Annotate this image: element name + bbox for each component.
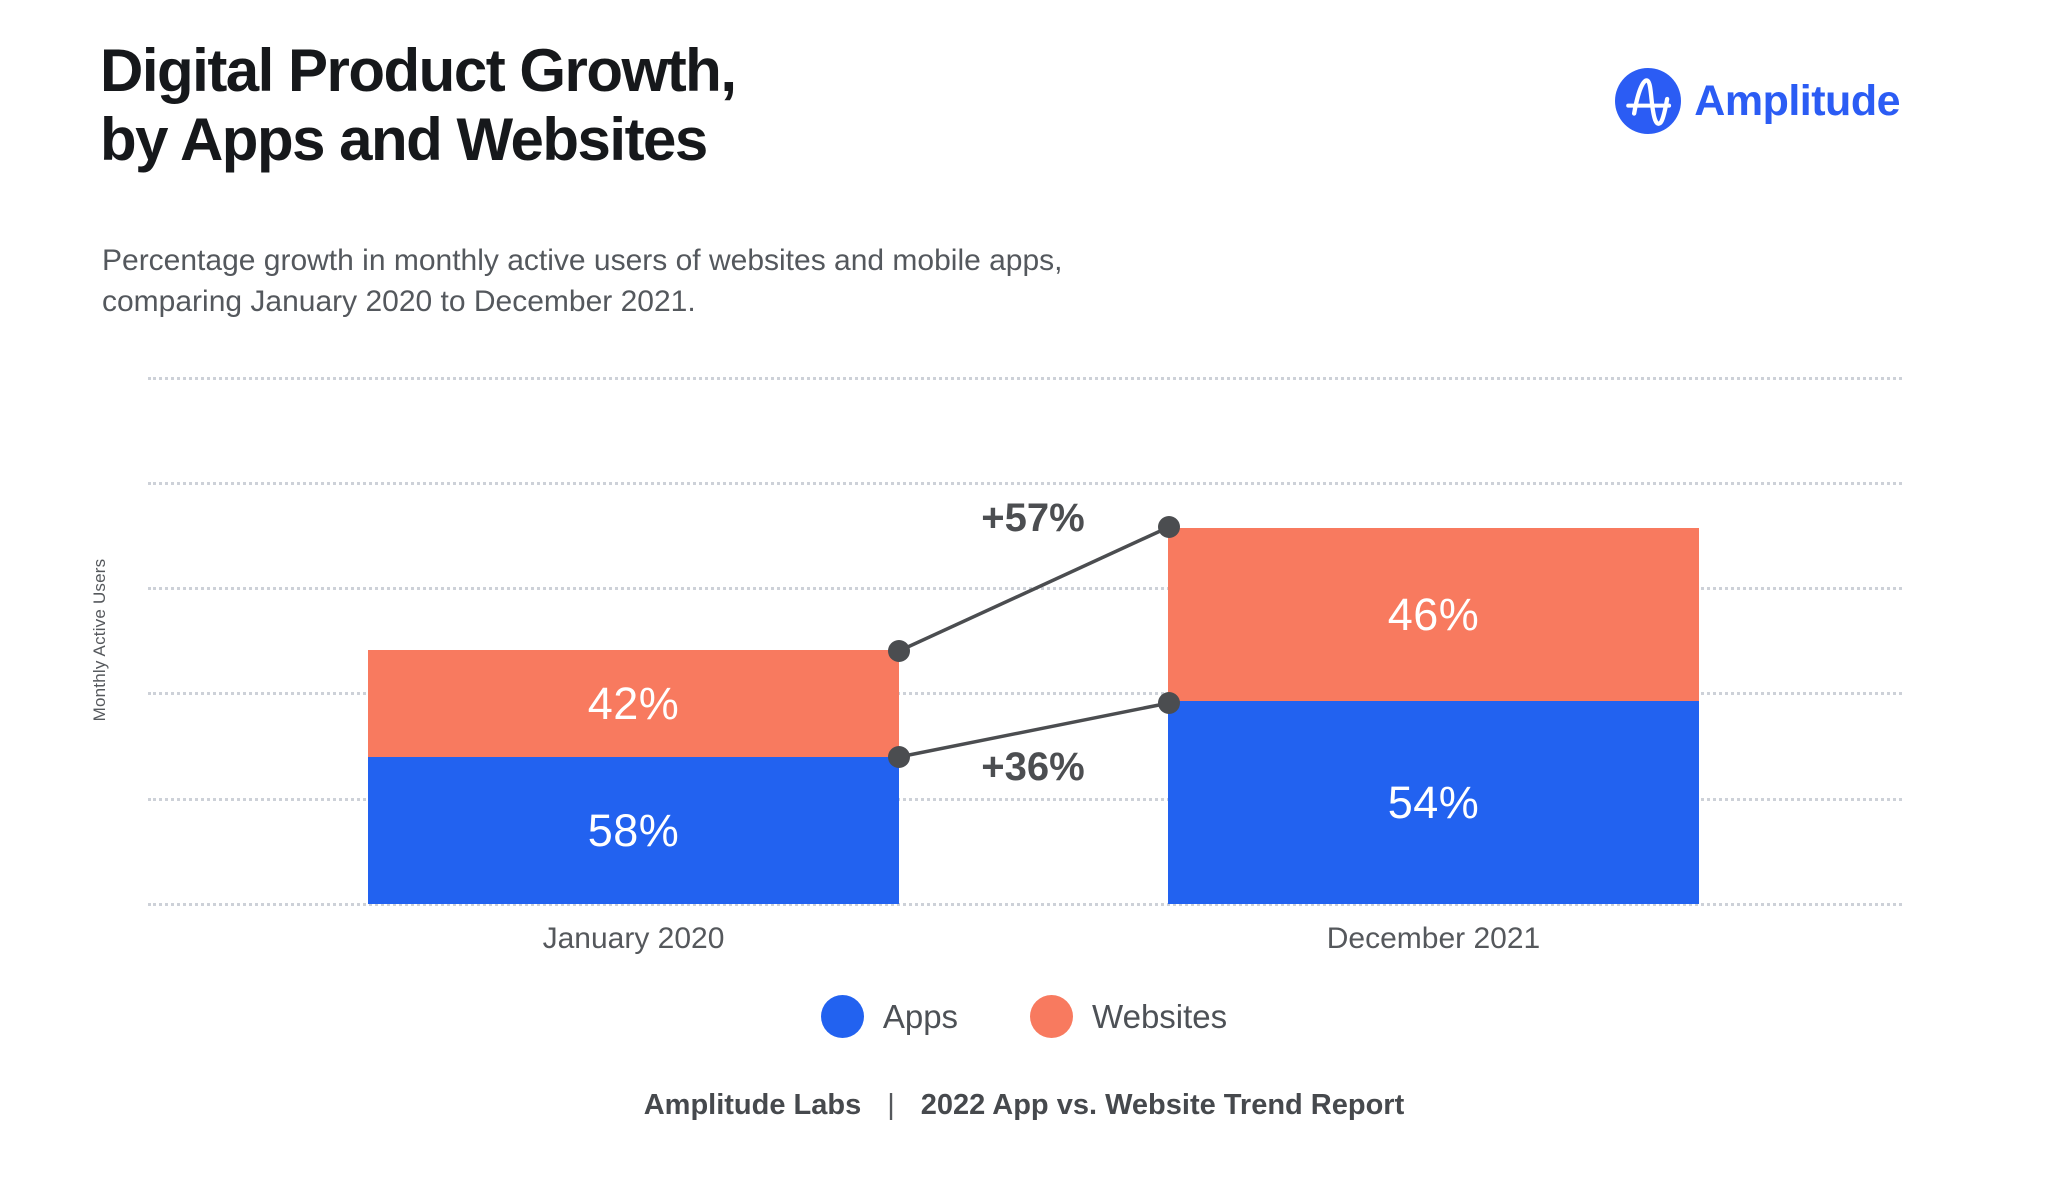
- growth-annotation-websites: +57%: [981, 496, 1085, 540]
- footer-report: 2022 App vs. Website Trend Report: [920, 1089, 1405, 1121]
- percent-label-websites-january: 42%: [587, 677, 680, 729]
- amplitude-wordmark: Amplitude: [1694, 76, 1900, 125]
- segment-apps-december: 54%: [1168, 701, 1699, 904]
- amplitude-logo: Amplitude: [1615, 68, 1900, 134]
- legend: Apps Websites: [0, 995, 2048, 1038]
- amplitude-wave-icon: [1615, 68, 1682, 134]
- apps-legend-dot-icon: [820, 995, 864, 1038]
- bar-january-2020: 42% 58%: [368, 650, 899, 904]
- growth-annotation-apps: +36%: [981, 745, 1085, 789]
- percent-label-websites-december: 46%: [1387, 588, 1480, 640]
- legend-label-apps: Apps: [882, 997, 959, 1035]
- gridline: [148, 692, 1902, 695]
- bar-december-2021: 46% 54%: [1168, 528, 1699, 904]
- page-title: Digital Product Growth, by Apps and Webs…: [100, 37, 737, 173]
- y-axis-label: Monthly Active Users: [90, 558, 109, 722]
- segment-websites-december: 46%: [1168, 528, 1699, 701]
- gridline: [148, 482, 1902, 485]
- segment-apps-january: 58%: [368, 757, 899, 904]
- gridline: [148, 377, 1902, 380]
- gridline: [148, 798, 1902, 801]
- gridline-baseline: [148, 903, 1902, 906]
- x-axis-label-december: December 2021: [1326, 922, 1541, 955]
- legend-item-websites: Websites: [1030, 995, 1227, 1038]
- legend-label-websites: Websites: [1092, 997, 1228, 1035]
- legend-item-apps: Apps: [820, 995, 959, 1038]
- segment-websites-january: 42%: [368, 650, 899, 757]
- x-axis-label-january: January 2020: [542, 922, 725, 955]
- page-subtitle: Percentage growth in monthly active user…: [102, 244, 1063, 318]
- percent-label-apps-january: 58%: [587, 804, 680, 856]
- websites-legend-dot-icon: [1030, 995, 1074, 1038]
- footer-divider: |: [887, 1089, 895, 1121]
- percent-label-apps-december: 54%: [1387, 776, 1480, 828]
- footer-source: Amplitude Labs: [643, 1089, 862, 1121]
- footer-attribution: Amplitude Labs | 2022 App vs. Website Tren…: [0, 1089, 2048, 1122]
